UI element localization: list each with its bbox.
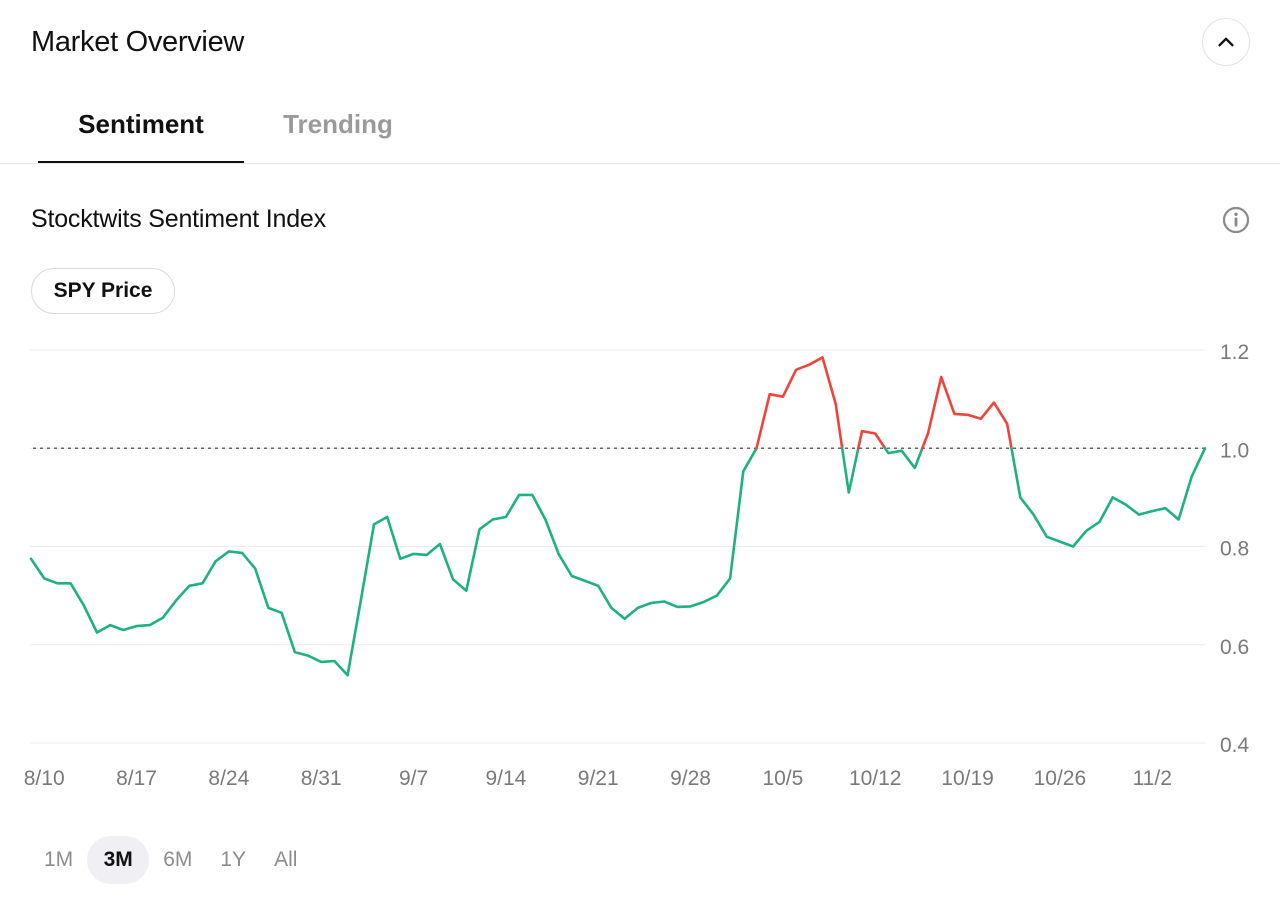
series-line-below <box>1010 447 1207 548</box>
series-line-above <box>920 375 1013 450</box>
x-tick-label: 9/21 <box>578 767 619 790</box>
x-tick-label: 8/10 <box>24 767 65 790</box>
range-1y-button[interactable]: 1Y <box>220 848 247 871</box>
collapse-button[interactable] <box>1202 18 1250 66</box>
x-tick-label: 10/12 <box>849 767 902 790</box>
y-tick-label: 0.6 <box>1220 636 1249 659</box>
panel-title: Market Overview <box>31 26 245 58</box>
x-tick-label: 10/26 <box>1034 767 1087 790</box>
x-tick-label: 8/17 <box>116 767 157 790</box>
series-line-below <box>883 447 924 470</box>
range-all-button[interactable]: All <box>274 848 298 871</box>
series-line-below <box>29 447 758 677</box>
tab-bar: Sentiment Trending <box>0 88 1280 164</box>
chevron-up-icon <box>1218 37 1234 47</box>
info-icon[interactable] <box>1221 205 1251 235</box>
spy-price-toggle[interactable]: SPY Price <box>31 268 175 314</box>
x-tick-label: 9/28 <box>670 767 711 790</box>
x-tick-label: 10/5 <box>762 767 803 790</box>
range-3m-button[interactable]: 3M <box>87 836 150 884</box>
y-tick-label: 1.0 <box>1220 439 1249 462</box>
x-tick-label: 10/19 <box>941 767 994 790</box>
x-tick-label: 8/31 <box>301 767 342 790</box>
section-title: Stocktwits Sentiment Index <box>31 205 326 233</box>
series-line-below <box>840 447 860 494</box>
x-tick-label: 11/2 <box>1133 767 1172 790</box>
y-tick-label: 0.8 <box>1220 538 1249 561</box>
tab-trending[interactable]: Trending <box>283 109 393 139</box>
series-line-above <box>755 356 844 450</box>
x-tick-label: 9/14 <box>485 767 526 790</box>
sentiment-chart: 1.2 1.0 0.8 0.6 0.4 8/10 8/17 8/24 8/31 9/7 9/14 9/… <box>24 341 1250 790</box>
series-line-above <box>856 429 887 450</box>
range-6m-button[interactable]: 6M <box>163 848 193 871</box>
tab-sentiment[interactable]: Sentiment <box>38 88 244 163</box>
y-tick-label: 0.4 <box>1220 734 1250 757</box>
time-range-selector: 1M 3M 6M 1Y All <box>30 835 311 885</box>
range-1m-button[interactable]: 1M <box>44 848 74 871</box>
x-tick-label: 8/24 <box>208 767 249 790</box>
x-tick-label: 9/7 <box>399 767 428 790</box>
y-tick-label: 1.2 <box>1220 341 1249 364</box>
